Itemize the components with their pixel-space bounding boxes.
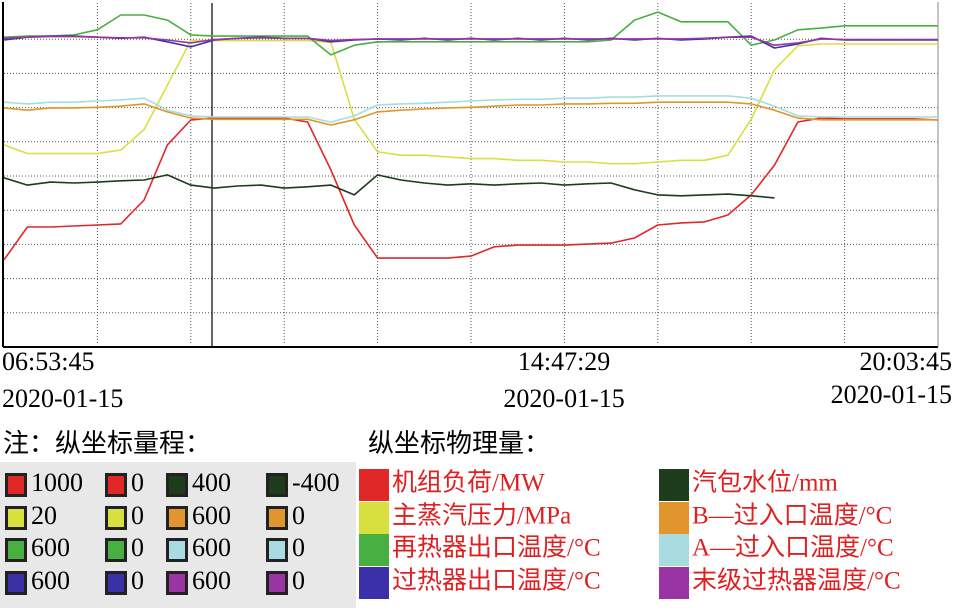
legend-swatch: [359, 502, 389, 534]
swatch: [269, 509, 285, 527]
x-tick-label: 06:53:45: [2, 347, 94, 376]
swatch: [108, 574, 124, 592]
series-line: [3, 35, 938, 46]
series-line: [3, 39, 938, 165]
scale-min: 0: [131, 533, 144, 562]
legend-swatch: [359, 567, 389, 599]
series-line: [3, 95, 938, 123]
series-line: [3, 101, 938, 126]
scale-max: 600: [192, 566, 231, 595]
swatch: [169, 476, 185, 494]
x-tick-date: 2020-01-15: [831, 380, 952, 409]
grid: [4, 3, 938, 345]
swatch: [269, 574, 285, 592]
scale-max: 400: [192, 468, 231, 497]
x-tick-label: 20:03:45: [860, 347, 952, 376]
legend-title: 纵坐标物理量：: [368, 429, 550, 458]
legend-swatch: [659, 534, 689, 566]
legend-label: 主蒸汽压力/MPa: [392, 502, 571, 530]
x-tick-date: 2020-01-15: [2, 384, 123, 413]
swatch: [108, 541, 124, 559]
scale-max: 600: [192, 533, 231, 562]
legend-label: 末级过热器温度/°C: [692, 567, 901, 595]
legend-label: 再热器出口温度/°C: [392, 534, 601, 562]
legend-swatch: [659, 502, 689, 534]
swatch: [108, 509, 124, 527]
scale-max: 600: [31, 533, 70, 562]
legend-label: A—过入口温度/°C: [692, 534, 894, 562]
legend-label: 汽包水位/mm: [692, 469, 838, 497]
swatch: [8, 476, 24, 494]
legend-label: B—过入口温度/°C: [692, 502, 892, 530]
scale-max: 600: [192, 501, 231, 530]
scale-title: 注：纵坐标量程：: [3, 429, 211, 458]
legend-swatch: [359, 469, 389, 501]
swatch: [269, 476, 285, 494]
swatch: [169, 509, 185, 527]
legend-label: 过热器出口温度/°C: [392, 567, 601, 595]
scale-min: 0: [292, 501, 305, 530]
swatch: [169, 541, 185, 559]
swatch: [108, 476, 124, 494]
scale-min: -400: [292, 468, 340, 497]
swatch: [8, 541, 24, 559]
swatch: [8, 509, 24, 527]
swatch: [269, 541, 285, 559]
x-tick-label: 14:47:29: [518, 347, 610, 376]
swatch: [8, 574, 24, 592]
series-line: [3, 174, 775, 199]
scale-min: 0: [292, 533, 305, 562]
scale-min: 0: [131, 566, 144, 595]
scale-min: 0: [131, 501, 144, 530]
scale-max: 600: [31, 566, 70, 595]
series-line: [3, 11, 938, 56]
swatch: [169, 574, 185, 592]
legend-swatch: [359, 534, 389, 566]
scale-max: 20: [31, 501, 57, 530]
legend-label: 机组负荷/MW: [392, 469, 545, 497]
x-tick-date: 2020-01-15: [503, 384, 624, 413]
series-line: [3, 117, 939, 261]
legend-swatch: [659, 567, 689, 599]
scale-min: 0: [292, 566, 305, 595]
scale-min: 0: [131, 468, 144, 497]
scale-max: 1000: [31, 468, 83, 497]
legend-swatch: [659, 469, 689, 501]
